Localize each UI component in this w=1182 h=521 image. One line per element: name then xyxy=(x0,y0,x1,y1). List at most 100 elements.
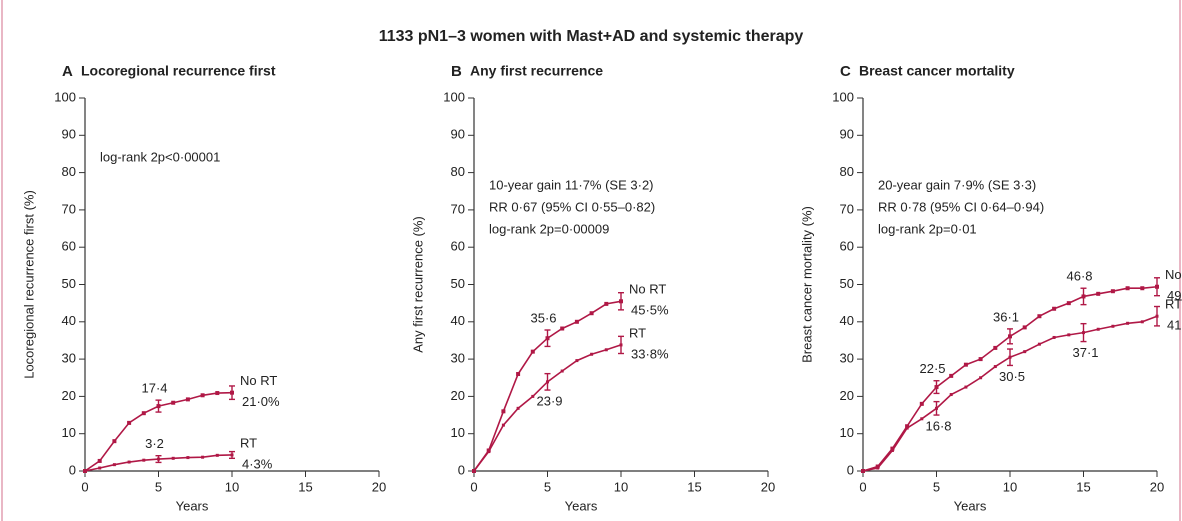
y-tick-label: 70 xyxy=(451,201,465,216)
value-label: 35·6 xyxy=(530,310,556,325)
point-marker xyxy=(1111,324,1115,328)
point-marker xyxy=(1096,327,1100,331)
end-value-label: 4·3% xyxy=(242,456,273,471)
series-name: RT xyxy=(629,325,646,340)
y-tick-label: 70 xyxy=(62,201,76,216)
panel-title: Any first recurrence xyxy=(470,63,603,79)
y-axis-label: Any first recurrence (%) xyxy=(410,216,425,353)
point-marker xyxy=(1022,325,1027,330)
error-bar xyxy=(155,455,162,464)
x-axis-label: Years xyxy=(176,498,209,513)
y-tick-label: 100 xyxy=(443,89,465,104)
y-tick-label: 80 xyxy=(451,164,465,179)
point-marker xyxy=(171,456,175,460)
point-marker xyxy=(876,466,880,470)
point-marker xyxy=(215,453,219,457)
x-tick-label: 10 xyxy=(614,479,628,494)
annotation: RR 0·78 (95% CI 0·64–0·94) xyxy=(878,199,1044,214)
series-name: No RT xyxy=(1165,267,1182,282)
y-tick-label: 60 xyxy=(451,239,465,254)
error-bar xyxy=(1080,322,1087,343)
error-bar xyxy=(1080,287,1087,306)
error-bar xyxy=(229,450,235,460)
error-bar xyxy=(618,292,624,311)
y-tick-label: 10 xyxy=(62,425,76,440)
point-marker xyxy=(127,460,131,464)
point-marker xyxy=(501,423,505,427)
value-label: 3·2 xyxy=(145,436,164,451)
point-marker xyxy=(604,301,609,306)
point-marker xyxy=(861,469,865,473)
panel-title: Breast cancer mortality xyxy=(859,63,1015,79)
error-bar xyxy=(1154,305,1160,327)
point-marker xyxy=(531,394,535,398)
error-bar xyxy=(618,335,624,355)
x-tick-label: 0 xyxy=(470,479,477,494)
value-label: 22·5 xyxy=(919,361,945,376)
point-marker xyxy=(472,469,476,473)
point-marker xyxy=(905,424,910,429)
point-marker xyxy=(589,311,594,316)
value-label: 36·1 xyxy=(993,309,1019,324)
point-marker xyxy=(200,393,205,398)
error-bar xyxy=(544,329,551,348)
value-label: 37·1 xyxy=(1072,345,1098,360)
error-bar xyxy=(155,399,162,413)
value-label: 46·8 xyxy=(1066,269,1092,284)
point-marker xyxy=(574,319,579,324)
error-bar xyxy=(1154,277,1160,297)
panel-letter: B xyxy=(451,63,462,80)
y-tick-label: 0 xyxy=(69,462,76,477)
panel-letter: A xyxy=(62,63,73,80)
point-marker xyxy=(185,397,190,402)
point-marker xyxy=(516,406,520,410)
annotation: 10-year gain 11·7% (SE 3·2) xyxy=(489,177,654,192)
y-tick-label: 90 xyxy=(62,127,76,142)
error-bar xyxy=(544,372,551,391)
point-marker xyxy=(487,450,491,454)
end-value-label: 41·5% xyxy=(1167,318,1182,333)
y-axis-label: Locoregional recurrence first (%) xyxy=(21,190,36,379)
series-name: No RT xyxy=(240,373,277,388)
end-value-label: 33·8% xyxy=(631,346,669,361)
point-marker xyxy=(560,369,564,373)
value-label: 23·9 xyxy=(536,393,562,408)
x-tick-label: 0 xyxy=(859,479,866,494)
value-label: 17·4 xyxy=(141,381,167,396)
point-marker xyxy=(127,420,132,425)
point-marker xyxy=(215,391,220,396)
point-marker xyxy=(1125,286,1130,291)
x-tick-label: 10 xyxy=(1003,479,1017,494)
point-marker xyxy=(142,458,146,462)
point-marker xyxy=(1037,314,1042,319)
y-tick-label: 50 xyxy=(62,276,76,291)
annotation: log-rank 2p<0·00001 xyxy=(100,149,220,164)
point-marker xyxy=(97,458,102,463)
y-tick-label: 20 xyxy=(451,388,465,403)
y-tick-label: 40 xyxy=(451,313,465,328)
x-tick-label: 10 xyxy=(225,479,239,494)
panel-title: Locoregional recurrence first xyxy=(81,63,276,79)
point-marker xyxy=(949,373,954,378)
y-tick-label: 30 xyxy=(62,351,76,366)
y-tick-label: 70 xyxy=(840,201,854,216)
point-marker xyxy=(1023,350,1027,354)
y-tick-label: 60 xyxy=(62,239,76,254)
y-tick-label: 80 xyxy=(62,164,76,179)
x-tick-label: 15 xyxy=(1076,479,1090,494)
y-tick-label: 90 xyxy=(840,127,854,142)
y-tick-label: 0 xyxy=(458,462,465,477)
annotation: log-rank 2p=0·01 xyxy=(878,221,977,236)
error-bar xyxy=(229,385,235,401)
y-tick-label: 50 xyxy=(840,276,854,291)
x-axis-label: Years xyxy=(565,498,598,513)
y-tick-label: 20 xyxy=(840,388,854,403)
x-tick-label: 15 xyxy=(298,479,312,494)
point-marker xyxy=(112,439,117,444)
point-marker xyxy=(501,409,506,414)
end-value-label: 45·5% xyxy=(631,303,669,318)
point-marker xyxy=(604,348,608,352)
error-bar xyxy=(1007,348,1013,367)
y-tick-label: 100 xyxy=(54,89,76,104)
